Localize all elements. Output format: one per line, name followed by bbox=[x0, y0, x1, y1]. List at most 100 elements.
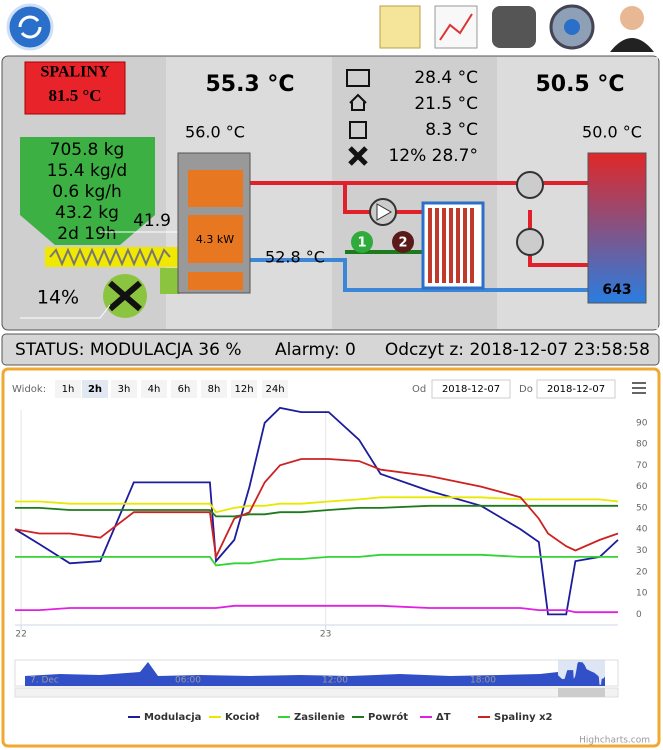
user-button[interactable] bbox=[620, 6, 644, 30]
reading: 28.4 °C bbox=[414, 68, 478, 88]
range-label: 4h bbox=[148, 384, 161, 395]
y-tick-label: 70 bbox=[636, 461, 648, 471]
window-icon bbox=[349, 121, 367, 139]
range-label: 3h bbox=[118, 384, 131, 395]
y-tick-label: 60 bbox=[636, 482, 648, 492]
y-tick-label: 30 bbox=[636, 546, 648, 556]
gear-center bbox=[564, 19, 580, 35]
return-temp: 52.8 °C bbox=[265, 248, 325, 267]
read-time: Odczyt z: 2018-12-07 23:58:58 bbox=[385, 340, 650, 360]
y-tick-label: 20 bbox=[636, 567, 648, 577]
settings-button[interactable] bbox=[492, 6, 536, 48]
toolbar bbox=[6, 3, 654, 52]
legend-label[interactable]: Zasilenie bbox=[294, 712, 345, 723]
range-button[interactable] bbox=[82, 380, 108, 398]
range-button[interactable] bbox=[55, 380, 81, 398]
chart-icon bbox=[439, 13, 473, 41]
y-tick-label: 0 bbox=[636, 610, 642, 620]
notes-button[interactable] bbox=[379, 5, 421, 49]
to-date: 2018-12-07 bbox=[547, 384, 605, 395]
navigator-label: 06:00 bbox=[175, 676, 201, 686]
from-input[interactable] bbox=[431, 379, 511, 399]
fan-blades bbox=[108, 280, 142, 312]
flue-box bbox=[24, 61, 126, 115]
fuel-stat: 15.4 kg/d bbox=[47, 161, 127, 181]
mixer-pipe bbox=[343, 183, 430, 214]
alarms: Alarmy: 0 bbox=[275, 340, 356, 360]
tank bbox=[587, 152, 647, 304]
status: STATUS: MODULACJA 36 % bbox=[15, 340, 242, 360]
from-label: Od bbox=[412, 384, 426, 395]
scrollbar[interactable] bbox=[14, 687, 619, 698]
x-tick-label: 22 bbox=[15, 630, 26, 640]
leader bbox=[20, 304, 111, 319]
range-button[interactable] bbox=[111, 380, 137, 398]
reading: 21.5 °C bbox=[414, 94, 478, 114]
pump-2 bbox=[392, 231, 414, 253]
range-button[interactable] bbox=[171, 380, 197, 398]
range-button[interactable] bbox=[201, 380, 227, 398]
y-tick-label: 50 bbox=[636, 503, 648, 513]
chart-button[interactable] bbox=[434, 5, 478, 49]
user-body bbox=[610, 38, 654, 52]
pump-arrow bbox=[376, 203, 393, 221]
range-label: 24h bbox=[265, 384, 284, 395]
navigator-history bbox=[25, 662, 558, 686]
fuel-stat: 0.6 kg/h bbox=[52, 182, 122, 202]
status-bar bbox=[1, 333, 660, 366]
reading: 8.3 °C bbox=[425, 120, 478, 140]
pump bbox=[516, 171, 544, 199]
y-tick-label: 40 bbox=[636, 525, 648, 535]
return-pipe bbox=[250, 258, 590, 292]
range-button[interactable] bbox=[231, 380, 257, 398]
to-input[interactable] bbox=[536, 379, 616, 399]
y-tick-label: 90 bbox=[636, 418, 648, 428]
x-tick-label: 23 bbox=[320, 630, 331, 640]
flue-value: 81.5 °C bbox=[48, 86, 101, 105]
fuel-stat: 705.8 kg bbox=[50, 140, 125, 160]
house-icon bbox=[349, 93, 367, 111]
to-label: Do bbox=[519, 384, 533, 395]
series-line bbox=[15, 604, 618, 614]
flue-label: SPALINY bbox=[40, 64, 109, 81]
credit: Highcharts.com bbox=[579, 736, 650, 746]
power: 4.3 kW bbox=[196, 233, 234, 246]
scrollbar-thumb[interactable] bbox=[558, 688, 605, 697]
range-label: 12h bbox=[234, 384, 253, 395]
series-line bbox=[15, 496, 619, 514]
view-label: Widok: bbox=[12, 384, 46, 395]
legend-label[interactable]: ΔT bbox=[436, 712, 451, 723]
legend-label[interactable]: Spaliny x2 bbox=[494, 712, 553, 723]
hopper bbox=[20, 137, 155, 245]
navigator-series bbox=[558, 661, 605, 686]
menu-button[interactable] bbox=[632, 382, 646, 394]
range-label: 2h bbox=[88, 384, 102, 395]
series-line bbox=[14, 458, 619, 561]
refresh-icon bbox=[18, 15, 42, 39]
range-button[interactable] bbox=[141, 380, 167, 398]
range-label: 8h bbox=[208, 384, 221, 395]
range-label: 1h bbox=[62, 384, 75, 395]
chamber bbox=[188, 272, 243, 290]
y-tick-label: 10 bbox=[636, 589, 648, 599]
refresh-button[interactable] bbox=[6, 3, 54, 51]
y-tick-label: 80 bbox=[636, 440, 648, 450]
range-label: 6h bbox=[178, 384, 191, 395]
series-line bbox=[15, 553, 618, 567]
reading: 12% 28.7° bbox=[388, 146, 478, 166]
fan-value: 14% bbox=[37, 287, 79, 309]
radiator-icon bbox=[346, 69, 370, 87]
from-date: 2018-12-07 bbox=[442, 384, 500, 395]
fuel-stat: 43.2 kg bbox=[55, 203, 119, 223]
tank-temp: 50.5 °C bbox=[535, 72, 624, 97]
legend-label[interactable]: Modulacja bbox=[144, 712, 201, 723]
tank-top-temp: 50.0 °C bbox=[582, 123, 642, 142]
exchanger-coils bbox=[428, 208, 474, 283]
screw bbox=[49, 247, 171, 267]
legend-label[interactable]: Kocioł bbox=[225, 712, 260, 723]
range-button[interactable] bbox=[262, 380, 288, 398]
legend-label[interactable]: Powrót bbox=[368, 711, 408, 723]
series-line bbox=[14, 406, 619, 616]
